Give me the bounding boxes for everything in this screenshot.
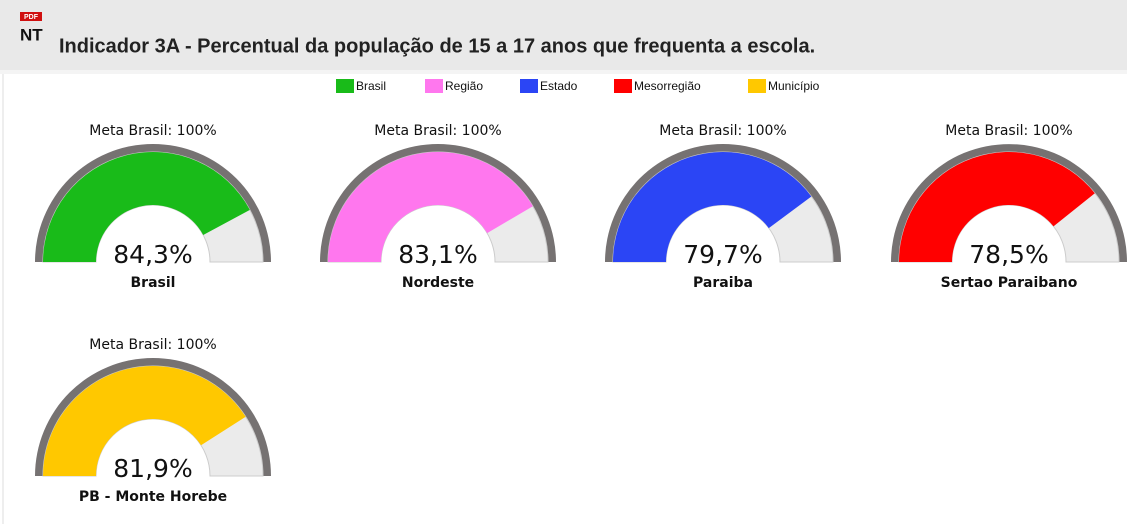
gauge-fill [328, 152, 533, 262]
gauge-label: Nordeste [402, 275, 474, 291]
gauge-label: Paraiba [693, 275, 753, 291]
header-bar [0, 0, 1127, 70]
nt-icon[interactable]: NT [20, 25, 43, 44]
legend-label: Estado [540, 79, 578, 93]
gauge-title: Meta Brasil: 100% [945, 123, 1072, 139]
legend-swatch [748, 79, 766, 93]
legend-label: Mesorregião [634, 79, 701, 93]
gauge-title: Meta Brasil: 100% [659, 123, 786, 139]
gauge-fill [899, 152, 1095, 262]
pdf-badge-bg[interactable] [20, 12, 42, 21]
gauge-fill [613, 152, 812, 262]
pdf-badge[interactable]: PDF [24, 14, 39, 21]
gauge-value: 79,7% [683, 240, 762, 269]
legend-label: Região [445, 79, 483, 93]
gauge-label: Brasil [131, 275, 176, 291]
gauge-label: Sertao Paraibano [941, 275, 1078, 291]
legend-label: Brasil [356, 79, 386, 93]
legend-swatch [614, 79, 632, 93]
gauge-label: PB - Monte Horebe [79, 489, 227, 505]
legend-swatch [425, 79, 443, 93]
gauge-title: Meta Brasil: 100% [89, 123, 216, 139]
legend-swatch [336, 79, 354, 93]
gauge-value: 83,1% [398, 240, 477, 269]
header-shadow [0, 70, 1127, 74]
gauge-value: 78,5% [969, 240, 1048, 269]
gauge-value: 81,9% [113, 454, 192, 483]
gauge-title: Meta Brasil: 100% [374, 123, 501, 139]
header-title: Indicador 3A - Percentual da população d… [59, 35, 815, 57]
gauge-value: 84,3% [113, 240, 192, 269]
gauge-fill [43, 365, 246, 476]
legend: Brasil Região Estado Mesorregião Município [336, 79, 820, 93]
legend-swatch [520, 79, 538, 93]
legend-label: Município [768, 79, 820, 93]
gauges: Meta Brasil: 100% 84,3% Brasil Meta Brasil:… [35, 123, 1127, 505]
gauge-title: Meta Brasil: 100% [89, 337, 216, 353]
gauge-fill [43, 152, 250, 262]
